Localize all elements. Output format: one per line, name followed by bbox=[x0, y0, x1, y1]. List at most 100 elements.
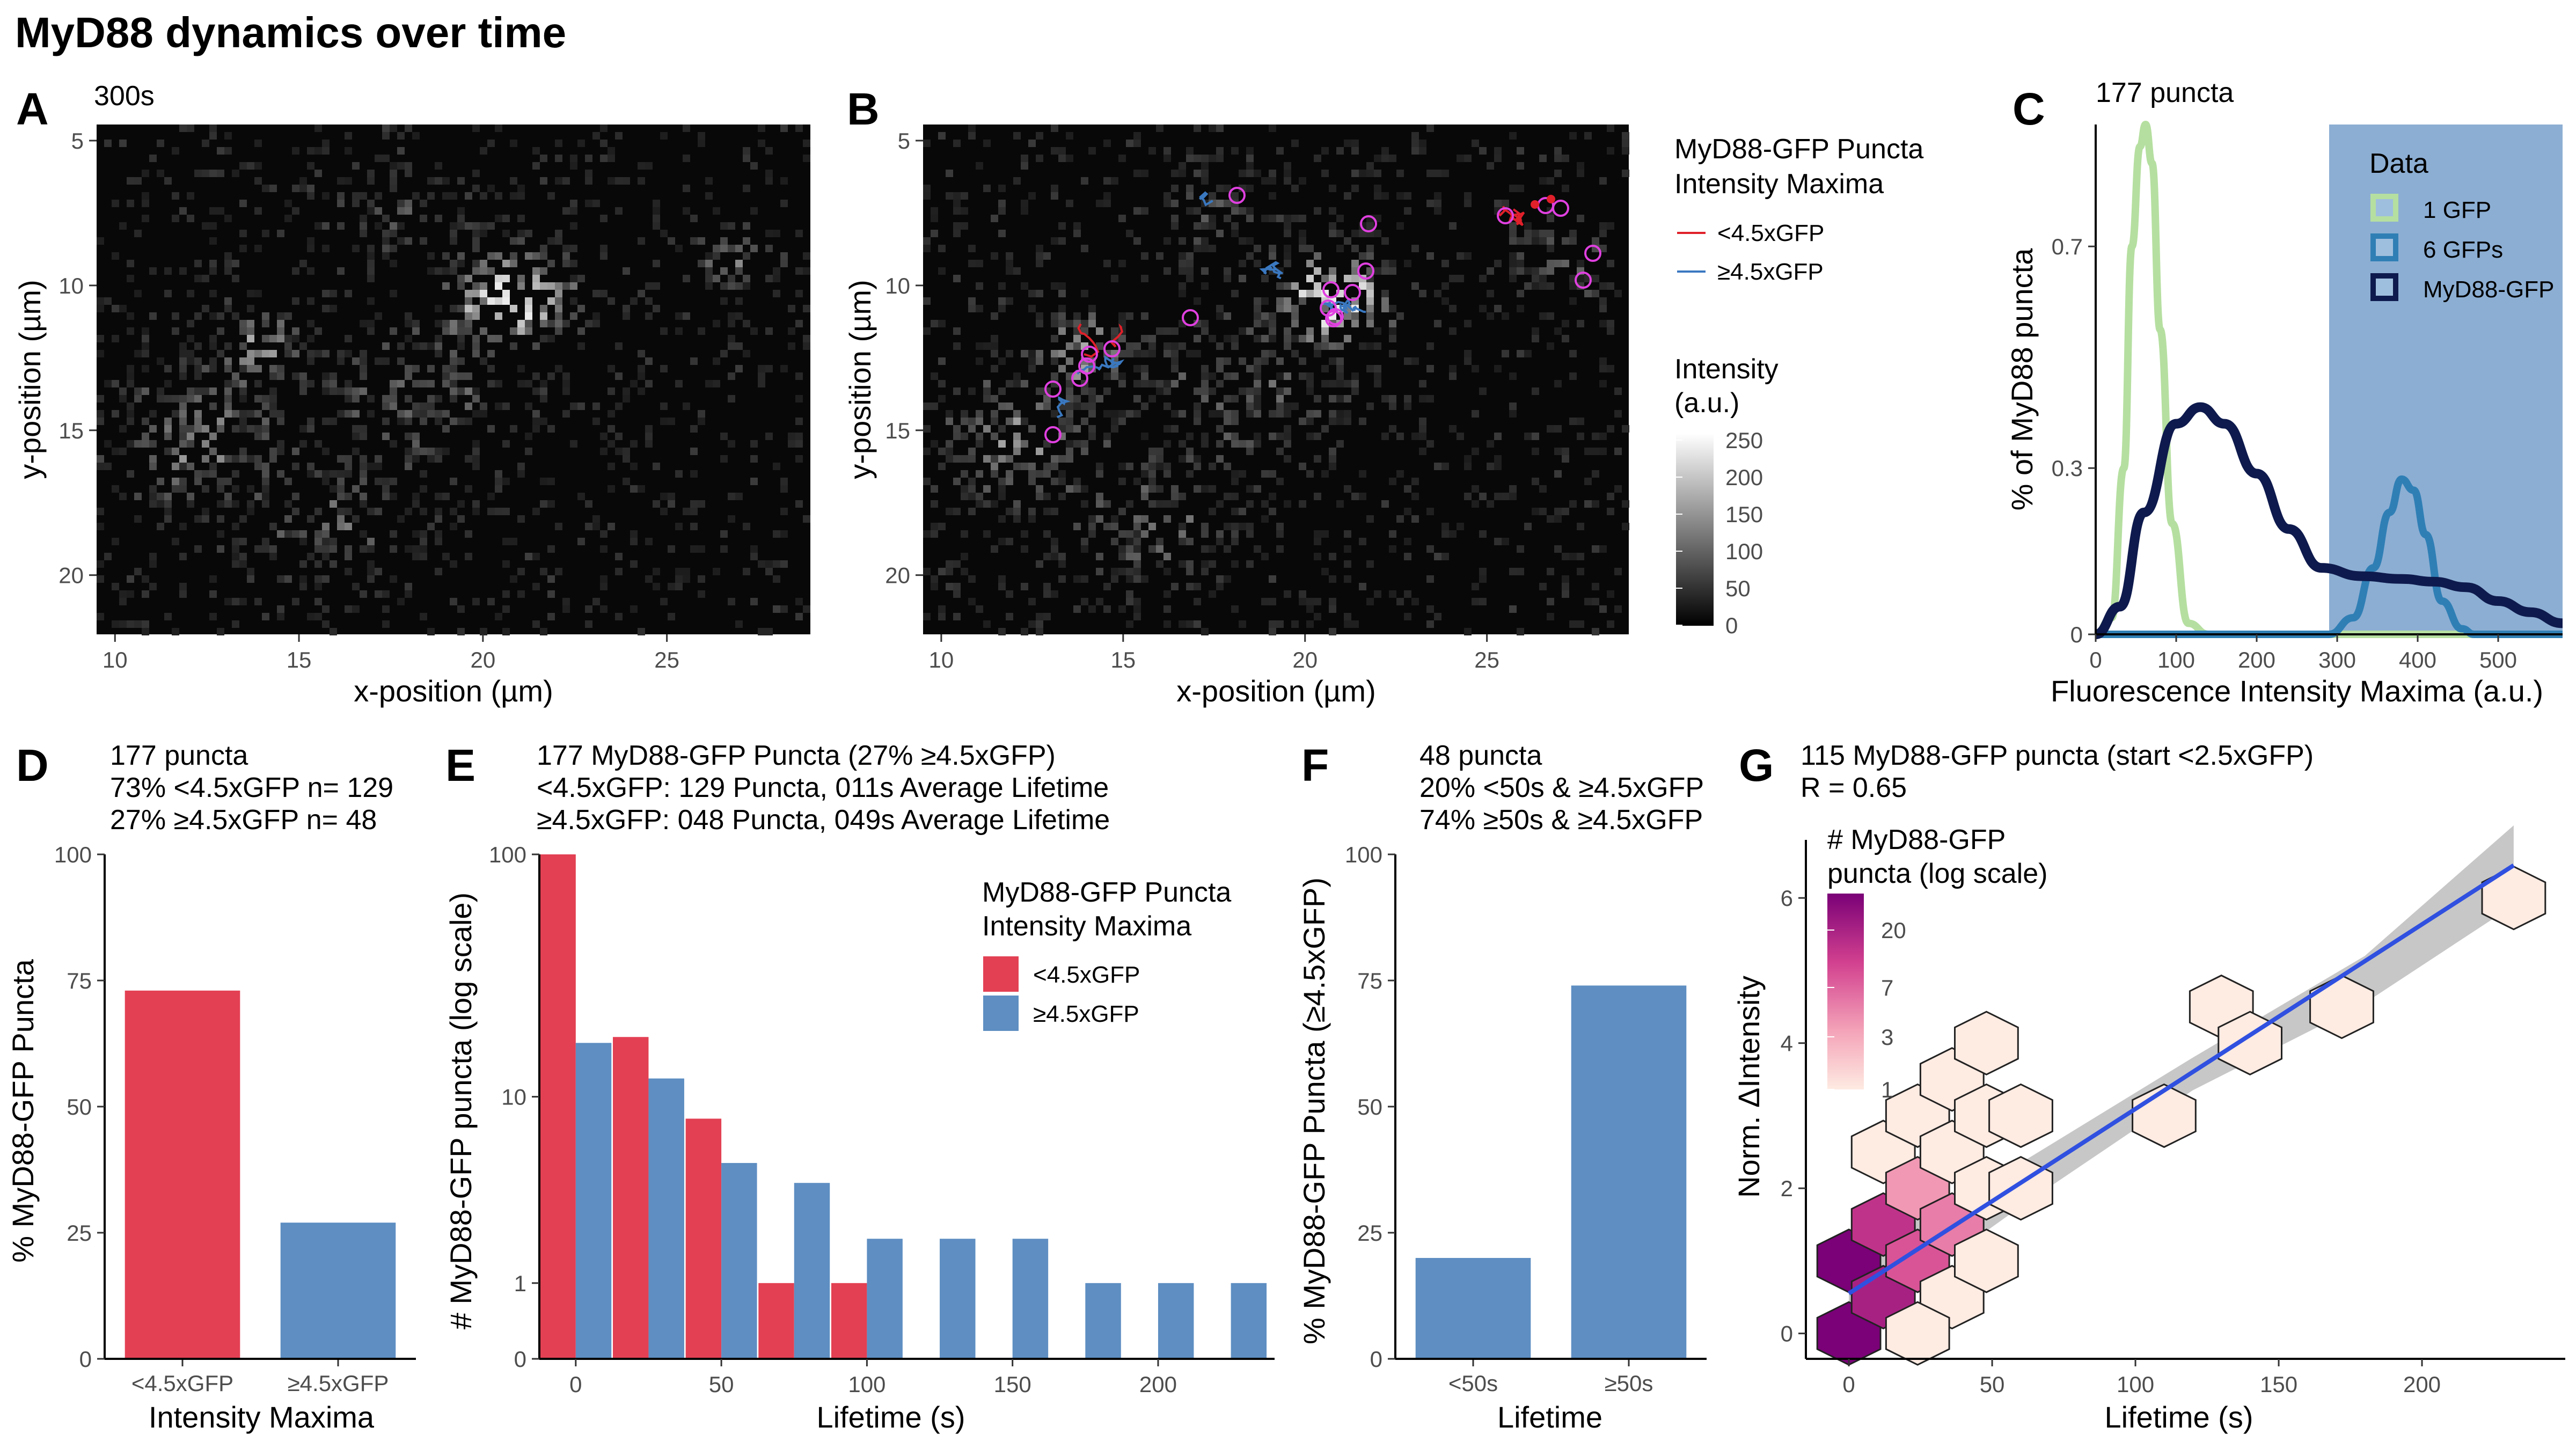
signal-pixel bbox=[1201, 267, 1209, 275]
signal-pixel bbox=[1028, 290, 1036, 297]
signal-pixel bbox=[262, 185, 269, 192]
signal-pixel bbox=[1216, 200, 1224, 207]
signal-pixel bbox=[239, 200, 247, 207]
x-tick-label: 500 bbox=[2479, 647, 2517, 672]
signal-pixel bbox=[1246, 155, 1254, 162]
signal-pixel bbox=[1231, 147, 1239, 155]
signal-pixel bbox=[1163, 463, 1171, 470]
signal-pixel bbox=[1081, 290, 1088, 297]
signal-pixel bbox=[307, 380, 314, 387]
signal-pixel bbox=[525, 312, 532, 320]
signal-pixel bbox=[1133, 530, 1141, 538]
signal-pixel bbox=[998, 440, 1006, 448]
y-tick-label: 1 bbox=[514, 1271, 526, 1296]
signal-pixel bbox=[1194, 297, 1201, 305]
signal-pixel bbox=[157, 140, 164, 147]
signal-pixel bbox=[405, 207, 412, 215]
signal-pixel bbox=[1614, 605, 1622, 613]
signal-pixel bbox=[1524, 433, 1532, 440]
signal-pixel bbox=[179, 365, 187, 372]
signal-pixel bbox=[1344, 335, 1351, 342]
signal-pixel bbox=[968, 575, 976, 583]
signal-pixel bbox=[337, 515, 345, 523]
signal-pixel bbox=[683, 125, 690, 132]
signal-pixel bbox=[465, 418, 472, 425]
signal-pixel bbox=[209, 433, 217, 440]
signal-pixel bbox=[292, 335, 299, 342]
signal-pixel bbox=[645, 538, 653, 545]
signal-pixel bbox=[1081, 448, 1088, 455]
signal-pixel bbox=[600, 605, 608, 613]
signal-pixel bbox=[202, 275, 209, 282]
signal-pixel bbox=[1434, 192, 1441, 200]
signal-pixel bbox=[1284, 230, 1291, 237]
signal-pixel bbox=[232, 538, 239, 545]
signal-pixel bbox=[946, 170, 953, 177]
signal-pixel bbox=[638, 350, 645, 357]
signal-pixel bbox=[232, 260, 239, 267]
signal-pixel bbox=[127, 260, 134, 267]
signal-pixel bbox=[217, 350, 224, 357]
signal-pixel bbox=[1179, 267, 1186, 275]
panel-e-bars bbox=[540, 854, 1267, 1359]
signal-pixel bbox=[337, 350, 345, 357]
signal-pixel bbox=[1051, 478, 1058, 485]
signal-pixel bbox=[412, 553, 420, 560]
signal-pixel bbox=[322, 523, 330, 530]
signal-pixel bbox=[405, 395, 412, 402]
signal-pixel bbox=[1006, 590, 1013, 598]
signal-pixel bbox=[179, 425, 187, 433]
signal-pixel bbox=[179, 342, 187, 350]
signal-pixel bbox=[1577, 433, 1584, 440]
signal-pixel bbox=[976, 440, 983, 448]
signal-pixel bbox=[480, 402, 487, 410]
puncta-marker bbox=[1575, 272, 1592, 289]
signal-pixel bbox=[307, 245, 314, 252]
signal-pixel bbox=[1051, 590, 1058, 598]
signal-pixel bbox=[330, 628, 337, 635]
signal-pixel bbox=[299, 425, 307, 433]
signal-pixel bbox=[1472, 598, 1479, 605]
signal-pixel bbox=[1186, 515, 1194, 523]
signal-pixel bbox=[683, 568, 690, 575]
signal-pixel bbox=[968, 132, 976, 140]
signal-pixel bbox=[330, 372, 337, 380]
signal-pixel bbox=[720, 350, 728, 357]
signal-pixel bbox=[112, 305, 119, 312]
signal-pixel bbox=[487, 267, 495, 275]
signal-pixel bbox=[780, 177, 788, 185]
signal-pixel bbox=[795, 125, 803, 132]
signal-pixel bbox=[517, 230, 525, 237]
signal-pixel bbox=[1329, 598, 1336, 605]
signal-pixel bbox=[1569, 418, 1577, 425]
signal-pixel bbox=[1434, 290, 1441, 297]
signal-pixel bbox=[254, 245, 262, 252]
signal-pixel bbox=[1058, 155, 1066, 162]
signal-pixel bbox=[1269, 628, 1276, 635]
signal-pixel bbox=[1607, 327, 1614, 335]
signal-pixel bbox=[1209, 463, 1216, 470]
signal-pixel bbox=[1547, 245, 1554, 252]
panel-b-signal bbox=[923, 125, 1629, 635]
signal-pixel bbox=[562, 380, 570, 387]
signal-pixel bbox=[299, 583, 307, 590]
signal-pixel bbox=[442, 192, 450, 200]
signal-pixel bbox=[976, 410, 983, 418]
signal-pixel bbox=[525, 433, 532, 440]
signal-pixel bbox=[675, 568, 683, 575]
signal-pixel bbox=[961, 455, 968, 463]
signal-pixel bbox=[1299, 245, 1306, 252]
signal-pixel bbox=[1472, 583, 1479, 590]
signal-pixel bbox=[780, 478, 788, 485]
signal-pixel bbox=[405, 463, 412, 470]
signal-pixel bbox=[946, 560, 953, 568]
signal-pixel bbox=[1261, 598, 1269, 605]
signal-pixel bbox=[127, 312, 134, 320]
signal-pixel bbox=[968, 478, 976, 485]
signal-pixel bbox=[1449, 305, 1457, 312]
signal-pixel bbox=[653, 583, 660, 590]
signal-pixel bbox=[284, 575, 292, 583]
signal-pixel bbox=[1261, 553, 1269, 560]
signal-pixel bbox=[1179, 260, 1186, 267]
